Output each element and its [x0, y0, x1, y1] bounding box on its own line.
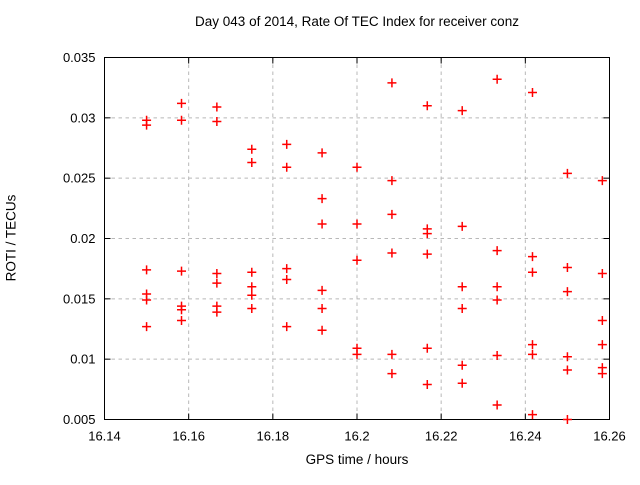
- data-point: [352, 255, 362, 265]
- data-point: [597, 176, 607, 186]
- data-point: [562, 168, 572, 178]
- data-point: [317, 325, 327, 335]
- data-point: [142, 295, 152, 305]
- data-point: [247, 267, 257, 277]
- data-point: [282, 264, 292, 274]
- data-point: [282, 162, 292, 172]
- data-point: [142, 120, 152, 130]
- data-point: [562, 262, 572, 272]
- data-point: [422, 101, 432, 111]
- data-point: [387, 248, 397, 258]
- data-point: [212, 278, 222, 288]
- data-point: [317, 194, 327, 204]
- data-point: [317, 219, 327, 229]
- data-point: [562, 352, 572, 362]
- data-point: [177, 115, 187, 125]
- data-point: [457, 282, 467, 292]
- data-point: [597, 340, 607, 350]
- data-point: [527, 410, 537, 420]
- data-point: [282, 322, 292, 332]
- data-point: [562, 415, 572, 424]
- data-point: [282, 275, 292, 285]
- data-point: [527, 252, 537, 262]
- data-point: [527, 87, 537, 97]
- data-point: [352, 349, 362, 359]
- data-point: [317, 285, 327, 295]
- data-point: [317, 303, 327, 313]
- data-point: [527, 340, 537, 350]
- data-point: [492, 295, 502, 305]
- data-point: [247, 303, 257, 313]
- data-point: [247, 290, 257, 300]
- y-tick-label: 0.015: [63, 291, 96, 306]
- chart-title: Day 043 of 2014, Rate Of TEC Index for r…: [195, 14, 519, 29]
- data-point: [282, 139, 292, 149]
- data-point: [177, 98, 187, 108]
- data-point: [492, 282, 502, 292]
- data-point: [387, 176, 397, 186]
- data-point: [352, 162, 362, 172]
- data-point: [457, 360, 467, 370]
- data-point: [597, 268, 607, 278]
- data-point: [247, 157, 257, 167]
- data-point: [212, 102, 222, 112]
- data-point: [317, 148, 327, 158]
- data-point: [597, 316, 607, 326]
- x-tick-label: 16.16: [172, 429, 205, 444]
- data-point: [457, 106, 467, 116]
- data-point: [562, 365, 572, 375]
- y-tick-label: 0.03: [70, 110, 95, 125]
- data-point: [527, 349, 537, 359]
- data-point: [352, 219, 362, 229]
- x-tick-label: 16.24: [509, 429, 542, 444]
- data-point: [492, 246, 502, 256]
- data-point: [457, 221, 467, 231]
- data-point: [177, 305, 187, 315]
- data-point: [457, 303, 467, 313]
- data-point: [422, 380, 432, 390]
- x-tick-label: 16.22: [425, 429, 458, 444]
- y-tick-label: 0.005: [63, 412, 96, 427]
- x-tick-label: 16.14: [88, 429, 121, 444]
- data-point: [387, 78, 397, 88]
- data-point: [387, 349, 397, 359]
- data-point: [177, 316, 187, 326]
- y-tick-label: 0.01: [70, 352, 95, 367]
- data-point: [212, 268, 222, 278]
- data-point: [597, 369, 607, 379]
- data-point: [142, 265, 152, 275]
- data-point: [212, 307, 222, 317]
- data-point: [457, 378, 467, 388]
- data-point: [527, 267, 537, 277]
- data-point: [492, 351, 502, 361]
- data-point: [212, 116, 222, 126]
- data-point: [562, 287, 572, 297]
- data-point: [247, 282, 257, 292]
- data-point: [492, 74, 502, 84]
- x-tick-label: 16.18: [257, 429, 290, 444]
- data-point: [387, 209, 397, 219]
- y-tick-label: 0.025: [63, 171, 96, 186]
- x-tick-label: 16.26: [593, 429, 626, 444]
- data-point: [142, 322, 152, 332]
- y-tick-label: 0.035: [63, 50, 96, 65]
- y-tick-label: 0.02: [70, 231, 95, 246]
- data-point: [387, 369, 397, 379]
- y-axis-label: ROTI / TECUs: [3, 194, 19, 282]
- data-point: [247, 144, 257, 154]
- x-tick-label: 16.2: [344, 429, 369, 444]
- data-point: [177, 266, 187, 276]
- data-point: [422, 249, 432, 259]
- data-point: [422, 343, 432, 353]
- data-point: [492, 400, 502, 410]
- x-axis-label: GPS time / hours: [305, 452, 409, 467]
- data-point: [422, 229, 432, 239]
